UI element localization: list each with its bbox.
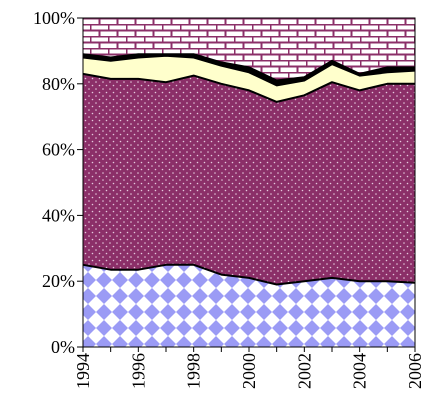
x-axis: 1994 1996 1998 2000 2002 2004 2006 bbox=[73, 347, 423, 389]
y-tick-label: 20% bbox=[42, 271, 75, 291]
series-1-area bbox=[83, 264, 415, 347]
y-tick-label: 100% bbox=[33, 8, 75, 28]
y-tick-label: 0% bbox=[51, 337, 75, 357]
series-5-area bbox=[83, 18, 415, 81]
series-2-upper-edge bbox=[82, 72, 415, 103]
series-4-area bbox=[83, 54, 415, 86]
x-tick-label: 2002 bbox=[294, 353, 314, 389]
x-tick-label: 1998 bbox=[184, 353, 204, 389]
y-tick-label: 60% bbox=[42, 140, 75, 160]
x-tick-label: 2000 bbox=[239, 353, 259, 389]
y-tick-label: 80% bbox=[42, 74, 75, 94]
y-tick-label: 40% bbox=[42, 205, 75, 225]
y-axis: 0% 20% 40% 60% 80% 100% bbox=[33, 8, 83, 357]
x-tick-label: 1994 bbox=[73, 353, 93, 389]
series-3-area bbox=[83, 55, 415, 102]
series-3-upper-edge bbox=[82, 54, 416, 87]
x-tick-label: 1996 bbox=[128, 353, 148, 389]
series-borders bbox=[82, 53, 416, 286]
series-4-upper-edge bbox=[82, 53, 415, 82]
series-1-upper-edge bbox=[82, 263, 416, 286]
series-2-area bbox=[83, 73, 415, 285]
x-tick-label: 2006 bbox=[405, 353, 423, 389]
series-areas bbox=[83, 18, 415, 347]
x-tick-label: 2004 bbox=[350, 353, 370, 389]
